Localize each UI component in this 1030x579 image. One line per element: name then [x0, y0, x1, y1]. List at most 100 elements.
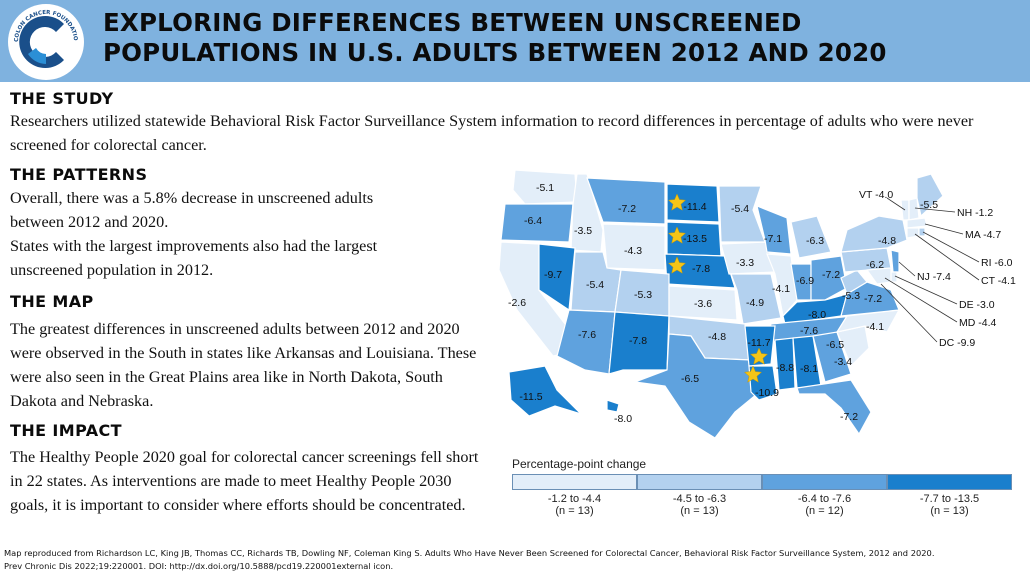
state-nd: [666, 183, 720, 223]
label-ia: -3.3: [736, 257, 754, 269]
label-nj: NJ -7.4: [917, 271, 951, 283]
page-title: EXPLORING DIFFERENCES BETWEEN UNSCREENED…: [103, 8, 1023, 68]
map-heading: THE MAP: [10, 292, 94, 311]
legend-swatch: [637, 474, 762, 490]
label-me: -5.5: [920, 199, 938, 211]
state-nh: [908, 197, 920, 221]
state-ak: [508, 365, 582, 417]
state-ma: [906, 217, 928, 229]
label-ok: -4.8: [708, 331, 726, 343]
state-fl: [796, 379, 872, 436]
label-ar: -11.7: [747, 337, 770, 349]
label-wa: -5.1: [536, 182, 554, 194]
legend-item: -1.2 to -4.4 (n = 13): [512, 474, 637, 517]
citation-line-2: Prev Chronic Dis 2022;19:220001. DOI: ht…: [4, 561, 394, 571]
citation-line-1: Map reproduced from Richardson LC, King …: [4, 548, 935, 558]
label-dc: DC -9.9: [939, 337, 975, 349]
label-ky: -8.0: [808, 309, 826, 321]
state-wv: [840, 269, 868, 295]
label-pa: -6.2: [866, 259, 884, 271]
state-wy: [602, 223, 666, 271]
label-vt: VT -4.0: [859, 189, 893, 201]
state-ga: [812, 331, 852, 383]
label-al: -8.1: [800, 363, 818, 375]
legend-count: (n = 13): [680, 505, 719, 517]
state-il: [766, 253, 798, 318]
state-mi: [790, 215, 832, 259]
state-mn: [718, 185, 766, 243]
map-legend: -1.2 to -4.4 (n = 13) -4.5 to -6.3 (n = …: [512, 474, 1012, 517]
state-nm: [608, 311, 670, 375]
legend-count: (n = 12): [805, 505, 844, 517]
label-mt: -7.2: [618, 203, 636, 215]
title-line-1: EXPLORING DIFFERENCES BETWEEN UNSCREENED: [103, 8, 802, 37]
highlight-stars: [667, 193, 769, 383]
label-nd: -11.4: [683, 201, 706, 213]
legend-swatch: [762, 474, 887, 490]
label-tx: -6.5: [681, 373, 699, 385]
label-mo: -4.9: [746, 297, 764, 309]
label-md: MD -4.4: [959, 317, 997, 329]
state-ks: [668, 285, 738, 321]
label-ca: -2.6: [508, 297, 526, 309]
legend-count: (n = 13): [555, 505, 594, 517]
state-az: [556, 309, 616, 375]
state-mo: [730, 273, 782, 325]
state-wi: [756, 205, 792, 255]
state-tx: [634, 333, 758, 439]
state-oh: [810, 255, 848, 301]
label-oh: -7.2: [822, 269, 840, 281]
study-text: Researchers utilized statewide Behaviora…: [10, 112, 974, 154]
state-wa: [512, 169, 578, 205]
label-sc: -3.4: [834, 356, 852, 368]
label-nv: -9.7: [544, 269, 562, 281]
label-il: -4.1: [772, 283, 790, 295]
label-ks: -3.6: [694, 298, 712, 310]
label-nh: NH -1.2: [957, 207, 993, 219]
label-in: -6.9: [796, 275, 814, 287]
label-or: -6.4: [524, 215, 542, 227]
label-nc: -4.1: [866, 321, 884, 333]
label-va: -7.2: [864, 293, 882, 305]
colon-cancer-foundation-logo: COLON CANCER FOUNDATION: [6, 2, 84, 80]
state-ct: [906, 227, 920, 239]
star-icon-ne: [667, 256, 687, 274]
label-ma: MA -4.7: [965, 229, 1001, 241]
callout-lines: [880, 197, 980, 343]
label-id: -3.5: [574, 225, 592, 237]
patterns-heading: THE PATTERNS: [10, 165, 148, 184]
map-text: The greatest differences in unscreened a…: [10, 320, 477, 410]
legend-item: -7.7 to -13.5 (n = 13): [887, 474, 1012, 517]
state-de: [890, 271, 898, 283]
label-ga: -6.5: [826, 339, 844, 351]
title-line-2: POPULATIONS IN U.S. ADULTS BETWEEN 2012 …: [103, 38, 887, 67]
label-hi: -8.0: [614, 413, 632, 425]
header-banner: COLON CANCER FOUNDATION EXPLORING DIFFER…: [0, 0, 1030, 82]
citation: Map reproduced from Richardson LC, King …: [4, 547, 1028, 573]
legend-range: -4.5 to -6.3: [672, 493, 727, 505]
legend-range: -7.7 to -13.5: [919, 493, 980, 505]
state-mt: [586, 177, 666, 225]
patterns-text-2: States with the largest improvements als…: [10, 237, 378, 279]
impact-text: The Healthy People 2020 goal for colorec…: [10, 448, 479, 514]
star-icon-la: [743, 365, 763, 383]
legend-swatch: [512, 474, 637, 490]
legend-swatch: [887, 474, 1012, 490]
label-wy: -4.3: [624, 245, 642, 257]
star-icon-ar: [749, 347, 769, 365]
state-ny: [840, 215, 908, 253]
label-sd: -13.5: [683, 233, 707, 245]
label-mn: -5.4: [731, 203, 749, 215]
state-me: [916, 173, 944, 218]
label-ri: RI -6.0: [981, 257, 1013, 269]
label-la: -10.9: [755, 387, 779, 399]
label-ct: CT -4.1: [981, 275, 1016, 287]
star-icon-nd: [667, 193, 687, 211]
label-fl: -7.2: [840, 411, 858, 423]
state-hi: [606, 399, 620, 413]
legend-range: -1.2 to -4.4: [547, 493, 602, 505]
label-ny: -4.8: [878, 235, 896, 247]
state-ri: [918, 227, 926, 237]
label-az: -7.6: [578, 329, 596, 341]
state-ms: [774, 337, 796, 391]
